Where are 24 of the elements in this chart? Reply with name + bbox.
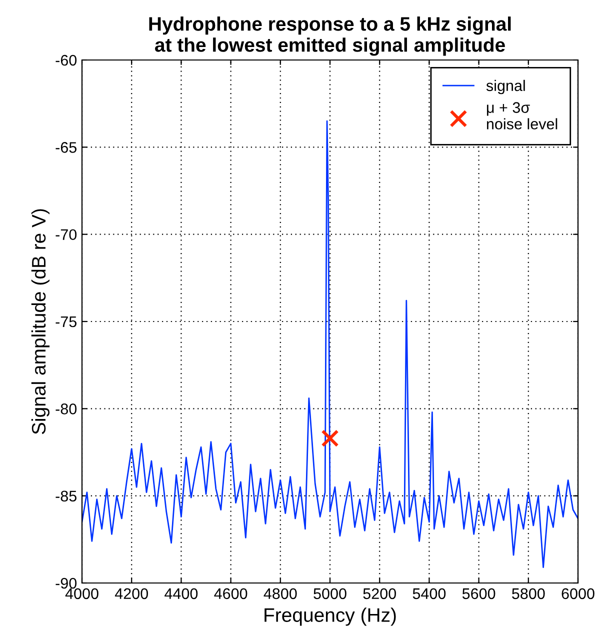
y-tick-label: -75	[56, 316, 76, 328]
line-series	[82, 120, 578, 568]
chart-title: Hydrophone response to a 5 kHz signal at the lowest emitted signal amplitude	[149, 16, 511, 56]
y-tick-label: -85	[56, 490, 76, 502]
legend-label: signal	[486, 80, 525, 94]
x-tick-label: 4800	[264, 588, 297, 600]
x-tick-label: 5000	[314, 588, 346, 600]
x-tick-label: 4000	[65, 588, 98, 600]
y-axis-title: Signal amplitude (dB re V)	[31, 209, 50, 434]
y-tick-label: -90	[56, 578, 77, 589]
x-tick-label: 5200	[363, 588, 396, 600]
y-tick-label: -65	[56, 142, 76, 153]
x-tick-label: 5400	[412, 588, 446, 600]
x-axis-title: Frequency (Hz)	[264, 608, 396, 626]
x-tick-label: 4200	[114, 588, 148, 600]
legend-label: μ + 3σ noise level	[486, 102, 558, 130]
x-tick-label: 5800	[512, 588, 545, 600]
x-tick-label: 6000	[562, 588, 594, 600]
y-tick-label: -80	[56, 404, 77, 414]
x-tick-label: 5600	[462, 588, 496, 600]
y-tick-label: -60	[56, 54, 77, 66]
x-tick-label: 4600	[214, 588, 248, 600]
y-tick-label: -70	[56, 229, 77, 240]
x-tick-label: 4400	[164, 588, 198, 600]
